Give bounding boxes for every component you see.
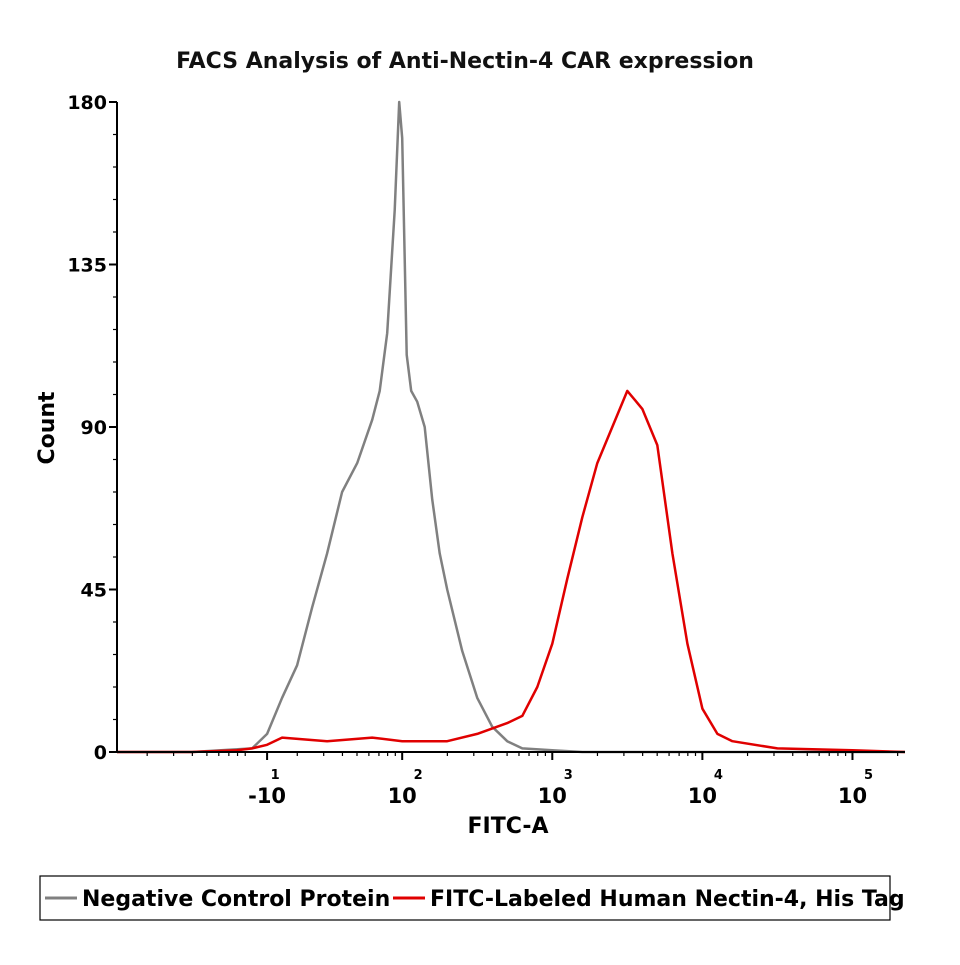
legend-label-1: Negative Control Protein [82, 887, 390, 912]
legend: Negative Control Protein FITC-Labeled Hum… [39, 875, 905, 921]
x-tick-exponent: 3 [564, 768, 573, 783]
x-tick-exponent: 2 [414, 768, 423, 783]
legend-box [39, 875, 891, 921]
plot-layer [117, 100, 906, 754]
y-tick-label: 0 [94, 742, 107, 764]
y-axis-title: Count [35, 391, 60, 465]
x-tick-label: 10 [838, 784, 867, 808]
series-line-1 [117, 100, 905, 754]
y-tick-label: 135 [67, 255, 107, 277]
series-line-2 [117, 389, 906, 754]
y-tick-label: 90 [81, 417, 107, 439]
chart-title: FACS Analysis of Anti-Nectin-4 CAR expre… [176, 49, 754, 74]
y-tick-label: 180 [67, 92, 107, 114]
x-axis-title: FITC-A [467, 814, 548, 839]
x-tick-label: -10 [248, 784, 286, 808]
y-tick-label: 45 [81, 580, 107, 602]
x-tick-label: 10 [538, 784, 567, 808]
legend-label-2: FITC-Labeled Human Nectin-4, His Tag [430, 887, 905, 912]
x-tick-label: 10 [688, 784, 717, 808]
x-tick-exponent: 1 [271, 768, 280, 783]
x-tick-label: 10 [388, 784, 417, 808]
x-tick-exponent: 4 [714, 768, 723, 783]
x-tick-exponent: 5 [864, 768, 873, 783]
